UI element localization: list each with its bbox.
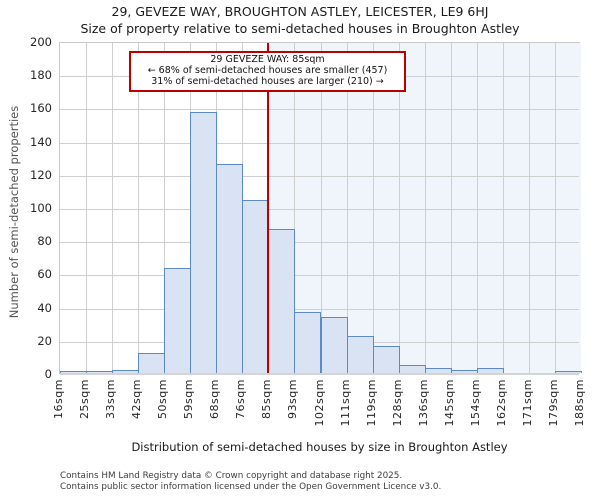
- horizontal-gridline: [60, 109, 579, 111]
- footer-line-2: Contains public sector information licen…: [60, 481, 442, 492]
- horizontal-gridline: [60, 175, 579, 177]
- vertical-gridline: [502, 43, 504, 373]
- x-axis-tick-label: 119sqm: [364, 379, 378, 427]
- histogram-bar: [372, 346, 400, 373]
- vertical-gridline: [450, 43, 452, 373]
- histogram-bar: [476, 368, 504, 373]
- x-axis-tick-label: 154sqm: [468, 379, 482, 427]
- histogram-bar: [164, 268, 192, 373]
- x-axis-tick-label: 128sqm: [390, 379, 404, 427]
- x-axis-tick-label: 68sqm: [208, 379, 222, 419]
- vertical-gridline: [294, 43, 296, 373]
- y-axis-tick-label: 140: [30, 134, 52, 149]
- x-axis-tick-label: 85sqm: [260, 379, 274, 419]
- y-axis-tick-label: 60: [37, 267, 52, 282]
- histogram-bar: [346, 336, 374, 373]
- x-axis-tick-label: 145sqm: [442, 379, 456, 427]
- y-axis-tick-label: 160: [30, 101, 52, 116]
- histogram-bar: [294, 311, 322, 373]
- x-axis-tick-label: 111sqm: [338, 379, 352, 427]
- histogram-bar: [554, 371, 582, 373]
- histogram-bar: [268, 228, 296, 373]
- x-axis-baseline: [60, 373, 579, 375]
- vertical-gridline: [372, 43, 374, 373]
- x-axis-tick-label: 50sqm: [156, 379, 170, 419]
- x-axis-tick-label: 171sqm: [520, 379, 534, 427]
- x-axis-tick-label: 76sqm: [234, 379, 248, 419]
- annotation-smaller-line: ← 68% of semi-detached houses are smalle…: [147, 65, 388, 77]
- histogram-bar: [216, 163, 244, 373]
- annotation-larger-line: 31% of semi-detached houses are larger (…: [151, 76, 384, 88]
- y-axis-tick-label: 80: [37, 234, 52, 249]
- attribution-footer: Contains HM Land Registry data © Crown c…: [60, 471, 441, 492]
- horizontal-gridline: [60, 242, 579, 244]
- x-axis-tick-label: 59sqm: [182, 379, 196, 419]
- horizontal-gridline: [60, 308, 579, 310]
- vertical-gridline: [164, 43, 166, 373]
- property-annotation-box: 29 GEVEZE WAY: 85sqm ← 68% of semi-detac…: [129, 51, 406, 92]
- x-axis-tick-label: 102sqm: [312, 379, 326, 427]
- y-axis-tick-label: 40: [37, 300, 52, 315]
- x-axis-tick-label: 136sqm: [416, 379, 430, 427]
- histogram-bar: [138, 353, 166, 373]
- y-axis-tick-label: 180: [30, 68, 52, 83]
- vertical-gridline: [320, 43, 322, 373]
- vertical-gridline: [346, 43, 348, 373]
- histogram-bar: [190, 112, 218, 373]
- y-axis-tick-label: 20: [37, 333, 52, 348]
- x-axis-tick-label: 179sqm: [546, 379, 560, 427]
- x-axis-label: Distribution of semi-detached houses by …: [131, 440, 508, 454]
- horizontal-gridline: [60, 209, 579, 210]
- x-axis-tick-label: 42sqm: [130, 379, 144, 419]
- histogram-bar: [320, 316, 348, 373]
- property-size-marker-line: [267, 43, 270, 373]
- histogram-bar: [398, 364, 426, 373]
- vertical-gridline: [554, 43, 556, 373]
- footer-line-1: Contains HM Land Registry data © Crown c…: [60, 471, 403, 481]
- vertical-gridline: [424, 43, 426, 373]
- x-axis-tick-label: 16sqm: [52, 379, 65, 419]
- vertical-gridline: [112, 43, 114, 373]
- histogram-bar: [242, 200, 270, 373]
- y-axis-tick-label: 100: [30, 201, 52, 215]
- vertical-gridline: [476, 43, 478, 373]
- chart-subtitle: Size of property relative to semi-detach…: [80, 21, 520, 36]
- chart-title: 29, GEVEZE WAY, BROUGHTON ASTLEY, LEICES…: [111, 4, 489, 19]
- x-axis-tick-label: 93sqm: [286, 379, 300, 419]
- x-axis-tick-label: 162sqm: [494, 379, 508, 427]
- y-axis-tick-label: 0: [44, 367, 52, 381]
- histogram-plot-area: [59, 42, 582, 375]
- vertical-gridline: [86, 43, 88, 373]
- x-axis-tick-label: 25sqm: [78, 379, 92, 419]
- vertical-gridline: [528, 43, 530, 373]
- y-axis-tick-label: 120: [30, 167, 52, 182]
- vertical-gridline: [398, 43, 400, 373]
- vertical-gridline: [138, 43, 140, 373]
- horizontal-gridline: [60, 275, 579, 277]
- horizontal-gridline: [60, 142, 579, 144]
- x-axis-tick-label: 33sqm: [104, 379, 118, 419]
- y-axis-tick-label: 200: [30, 35, 52, 49]
- annotation-property-line: 29 GEVEZE WAY: 85sqm: [210, 54, 325, 65]
- x-axis-tick-label: 188sqm: [573, 379, 586, 427]
